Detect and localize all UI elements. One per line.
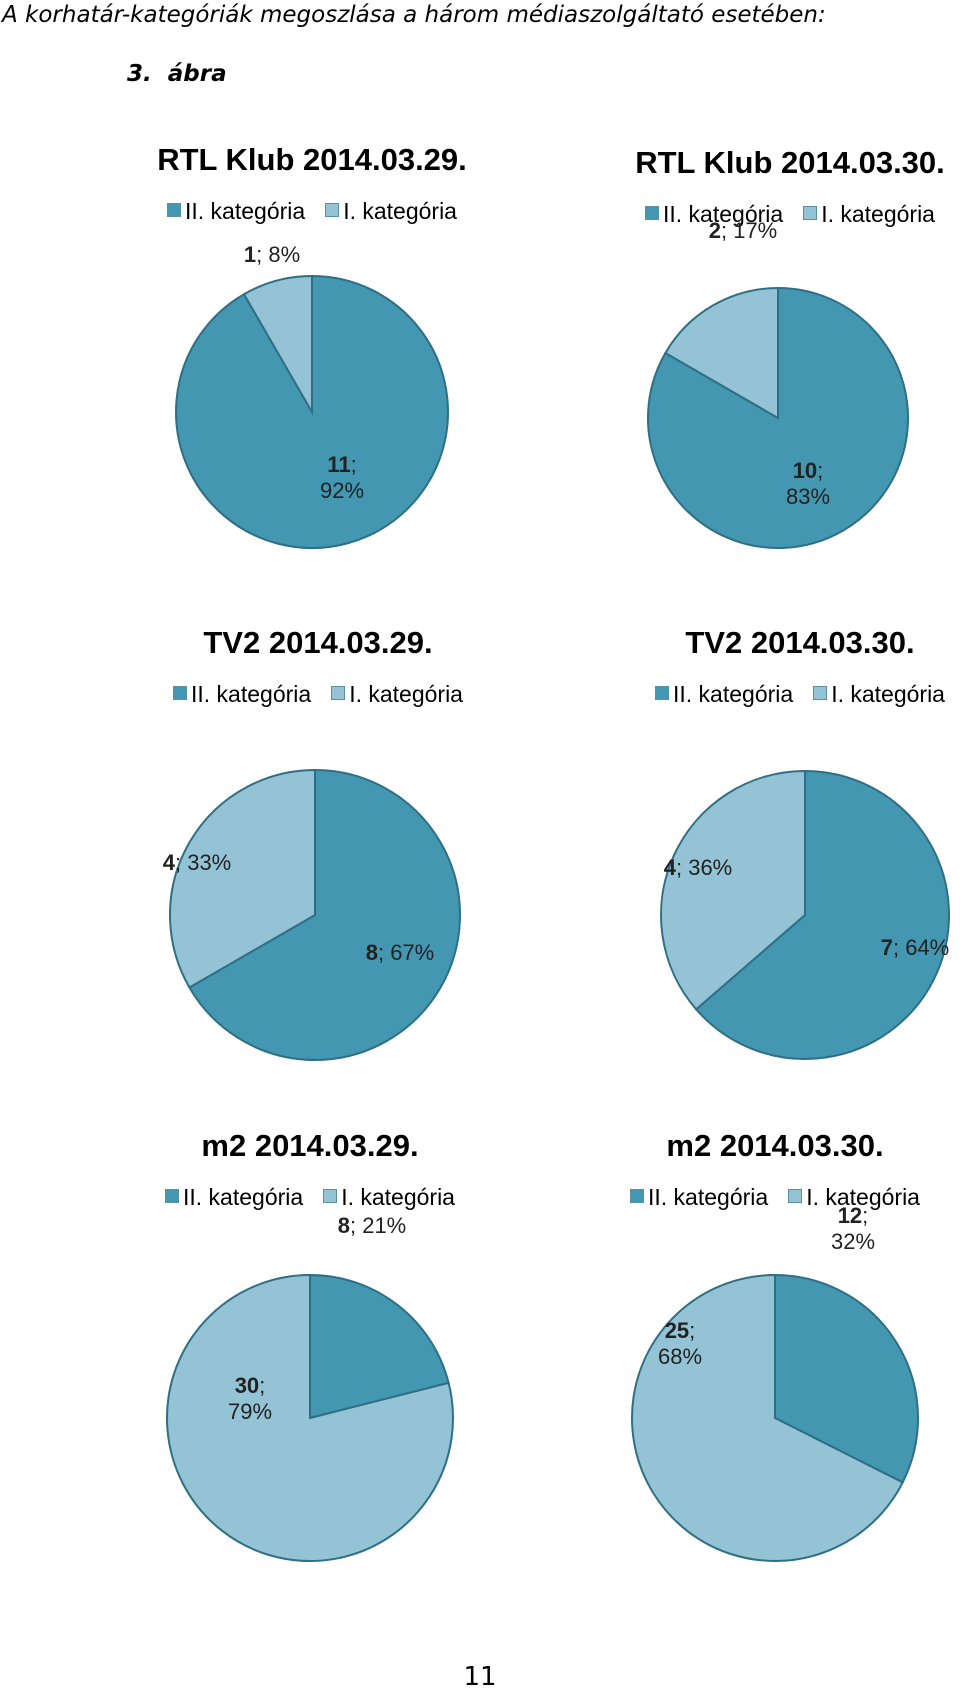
pie-chart-panel: TV2 2014.03.30. II. kategória I. kategória… bbox=[480, 625, 960, 1130]
chart-legend: II. kategória I. kategória bbox=[72, 198, 552, 225]
legend-label: II. kategória bbox=[663, 201, 784, 227]
chart-title: RTL Klub 2014.03.29. bbox=[157, 142, 467, 177]
slice-data-label: 8; 67% bbox=[366, 940, 435, 965]
slice-data-label: 25; 68% bbox=[658, 1318, 702, 1369]
legend-label: I. kategória bbox=[806, 1184, 920, 1210]
slice-data-label: 7; 64% bbox=[881, 935, 950, 960]
legend-item: II. kategória bbox=[630, 1184, 768, 1211]
legend-swatch bbox=[165, 1189, 179, 1203]
legend-swatch bbox=[323, 1189, 338, 1203]
slice-data-label: 8; 21% bbox=[338, 1213, 407, 1238]
pie-chart-panel: m2 2014.03.29. II. kategória I. kategória 8… bbox=[0, 1128, 480, 1633]
legend-label: II. kategória bbox=[185, 198, 306, 224]
slice-data-label: 2; 17% bbox=[709, 218, 778, 243]
chart-legend: II. kategória I. kategória bbox=[560, 681, 960, 708]
pie-slice-cat2 bbox=[694, 769, 950, 1060]
legend-label: I. kategória bbox=[831, 681, 945, 707]
figure-number: 3. bbox=[127, 61, 152, 87]
pie-slice-cat1 bbox=[166, 1273, 454, 1562]
slice-data-label: 12; 32% bbox=[831, 1203, 875, 1254]
legend-label: I. kategória bbox=[343, 198, 457, 224]
pie-slice-cat1 bbox=[631, 1273, 905, 1562]
pie-svg: 8; 67% 4; 33% bbox=[163, 768, 461, 1061]
legend-item: I. kategória bbox=[331, 681, 463, 708]
legend-swatch bbox=[803, 206, 818, 220]
legend-swatch bbox=[173, 686, 187, 700]
pie-chart-panel: m2 2014.03.30. II. kategória I. kategória 1… bbox=[480, 1128, 960, 1633]
slice-data-label: 1; 8% bbox=[244, 242, 300, 267]
chart-title: m2 2014.03.30. bbox=[666, 1128, 884, 1163]
chart-title: TV2 2014.03.29. bbox=[203, 625, 433, 660]
figure-label: 3. ábra bbox=[127, 61, 227, 87]
legend-label: I. kategória bbox=[821, 201, 935, 227]
legend-label: I. kategória bbox=[341, 1184, 455, 1210]
pie-svg: 10; 83% 2; 17% bbox=[647, 218, 909, 549]
figure-word: ábra bbox=[167, 61, 227, 87]
pie-slice-cat1 bbox=[242, 274, 313, 416]
legend-swatch bbox=[788, 1189, 803, 1203]
legend-item: I. kategória bbox=[813, 681, 945, 708]
legend-swatch bbox=[645, 206, 659, 220]
pie-svg: 8; 21% 30; 79% bbox=[166, 1213, 454, 1562]
legend-label: II. kategória bbox=[648, 1184, 769, 1210]
slice-data-label: 4; 33% bbox=[163, 850, 232, 875]
pie-svg: 12; 32% 25; 68% bbox=[631, 1203, 919, 1562]
legend-label: II. kategória bbox=[191, 681, 312, 707]
legend-item: II. kategória bbox=[165, 1184, 303, 1211]
legend-swatch bbox=[630, 1189, 644, 1203]
legend-item: I. kategória bbox=[788, 1184, 920, 1211]
pie-slice-cat2 bbox=[188, 768, 461, 1061]
pie-slice-cat2 bbox=[309, 1273, 450, 1420]
legend-label: II. kategória bbox=[183, 1184, 304, 1210]
pie-slice-cat1 bbox=[660, 769, 806, 1011]
legend-swatch bbox=[331, 686, 346, 700]
pie-svg: 11; 92% 1; 8% bbox=[175, 242, 449, 549]
chart-legend: II. kategória I. kategória bbox=[78, 681, 558, 708]
legend-item: II. kategória bbox=[173, 681, 311, 708]
pie-svg: 7; 64% 4; 36% bbox=[660, 769, 950, 1060]
legend-item: II. kategória bbox=[655, 681, 793, 708]
chart-title: m2 2014.03.29. bbox=[201, 1128, 419, 1163]
pie-chart-panel: RTL Klub 2014.03.29. II. kategória I. kate… bbox=[0, 142, 480, 647]
legend-swatch bbox=[655, 686, 669, 700]
pie-chart-panel: TV2 2014.03.29. II. kategória I. kategória… bbox=[0, 625, 480, 1130]
chart-title: TV2 2014.03.30. bbox=[685, 625, 915, 660]
pie-slice-cat2 bbox=[774, 1273, 919, 1484]
slice-data-label: 4; 36% bbox=[664, 855, 733, 880]
legend-item: II. kategória bbox=[645, 201, 783, 228]
chart-legend: II. kategória I. kategória bbox=[550, 201, 960, 228]
figure-caption: A korhatár-kategóriák megoszlása a három… bbox=[2, 2, 826, 28]
legend-swatch bbox=[813, 686, 828, 700]
slice-data-label: 30; 79% bbox=[228, 1373, 272, 1424]
slice-data-label: 10; 83% bbox=[786, 458, 830, 509]
legend-swatch bbox=[167, 203, 181, 217]
legend-label: II. kategória bbox=[673, 681, 794, 707]
pie-slice-cat1 bbox=[664, 286, 779, 420]
pie-chart-panel: RTL Klub 2014.03.30. II. kategória I. kate… bbox=[480, 145, 960, 650]
pie-slice-cat1 bbox=[169, 768, 316, 989]
legend-item: II. kategória bbox=[167, 198, 305, 225]
slice-data-label: 11; 92% bbox=[320, 452, 364, 503]
chart-legend: II. kategória I. kategória bbox=[535, 1184, 960, 1211]
chart-title: RTL Klub 2014.03.30. bbox=[635, 145, 945, 180]
chart-legend: II. kategória I. kategória bbox=[70, 1184, 550, 1211]
legend-item: I. kategória bbox=[323, 1184, 455, 1211]
legend-item: I. kategória bbox=[325, 198, 457, 225]
legend-swatch bbox=[325, 203, 340, 217]
page-number: 11 bbox=[463, 1662, 497, 1692]
legend-label: I. kategória bbox=[349, 681, 463, 707]
legend-item: I. kategória bbox=[803, 201, 935, 228]
